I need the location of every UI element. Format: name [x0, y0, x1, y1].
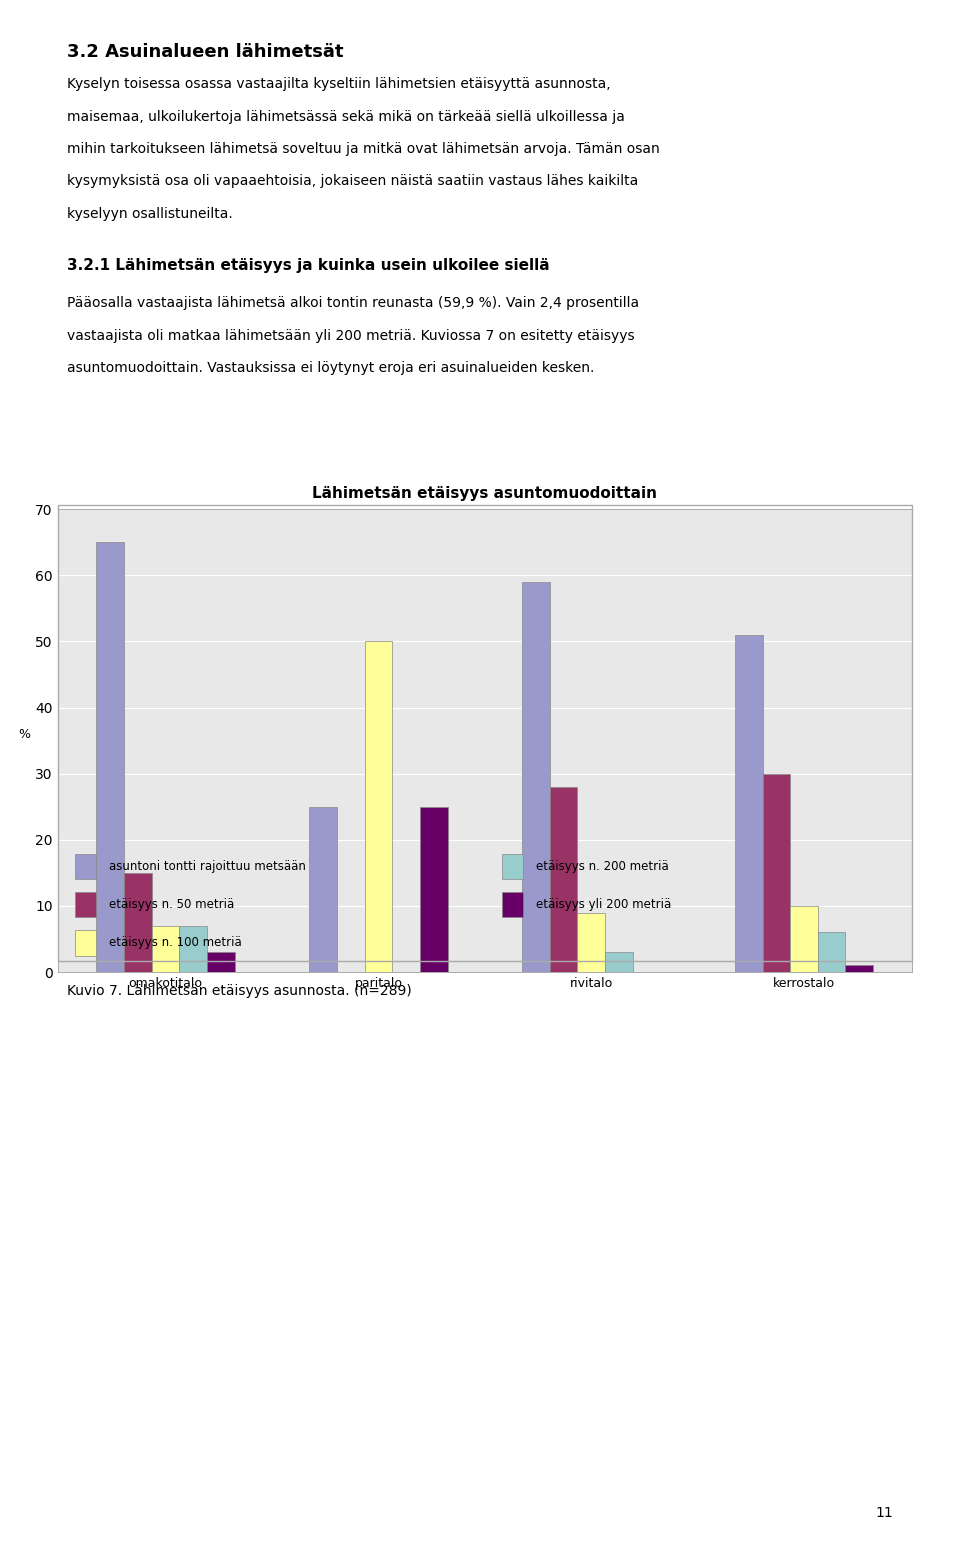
- FancyBboxPatch shape: [502, 853, 523, 880]
- Text: 3.2.1 Lähimetsän etäisyys ja kuinka usein ulkoilee siellä: 3.2.1 Lähimetsän etäisyys ja kuinka usei…: [67, 258, 550, 273]
- Bar: [365, 642, 393, 972]
- Bar: [734, 634, 762, 972]
- Bar: [790, 906, 818, 972]
- FancyBboxPatch shape: [502, 892, 523, 918]
- Bar: [550, 787, 577, 972]
- Bar: [605, 952, 633, 972]
- Bar: [762, 773, 790, 972]
- Bar: [152, 926, 180, 972]
- Bar: [180, 926, 207, 972]
- FancyBboxPatch shape: [75, 892, 96, 918]
- Text: kysymyksistä osa oli vapaaehtoisia, jokaiseen näistä saatiin vastaus lähes kaiki: kysymyksistä osa oli vapaaehtoisia, joka…: [67, 174, 638, 188]
- Bar: [420, 807, 447, 972]
- Text: Kyselyn toisessa osassa vastaajilta kyseltiin lähimetsien etäisyyttä asunnosta,: Kyselyn toisessa osassa vastaajilta kyse…: [67, 77, 611, 91]
- Text: vastaajista oli matkaa lähimetsään yli 200 metriä. Kuviossa 7 on esitetty etäisy: vastaajista oli matkaa lähimetsään yli 2…: [67, 329, 635, 343]
- Text: etäisyys n. 50 metriä: etäisyys n. 50 metriä: [108, 898, 234, 910]
- FancyBboxPatch shape: [75, 930, 96, 955]
- Title: Lähimetsän etäisyys asuntomuodoittain: Lähimetsän etäisyys asuntomuodoittain: [312, 486, 658, 501]
- Bar: [846, 966, 874, 972]
- Text: asuntomuodoittain. Vastauksissa ei löytynyt eroja eri asuinalueiden kesken.: asuntomuodoittain. Vastauksissa ei löyty…: [67, 361, 594, 375]
- FancyBboxPatch shape: [75, 853, 96, 880]
- Bar: [124, 873, 152, 972]
- Text: etäisyys n. 200 metriä: etäisyys n. 200 metriä: [536, 859, 669, 873]
- Text: Pääosalla vastaajista lähimetsä alkoi tontin reunasta (59,9 %). Vain 2,4 prosent: Pääosalla vastaajista lähimetsä alkoi to…: [67, 296, 639, 310]
- Text: kyselyyn osallistuneilta.: kyselyyn osallistuneilta.: [67, 207, 233, 221]
- Text: asuntoni tontti rajoittuu metsään: asuntoni tontti rajoittuu metsään: [108, 859, 305, 873]
- Text: etäisyys yli 200 metriä: etäisyys yli 200 metriä: [536, 898, 671, 910]
- Y-axis label: %: %: [18, 728, 30, 741]
- Bar: [818, 932, 846, 972]
- Bar: [577, 912, 605, 972]
- Bar: [522, 582, 550, 972]
- Text: Kuvio 7. Lähimetsän etäisyys asunnosta. (n=289): Kuvio 7. Lähimetsän etäisyys asunnosta. …: [67, 984, 412, 998]
- Bar: [96, 542, 124, 972]
- Text: mihin tarkoitukseen lähimetsä soveltuu ja mitkä ovat lähimetsän arvoja. Tämän os: mihin tarkoitukseen lähimetsä soveltuu j…: [67, 142, 660, 156]
- Text: etäisyys n. 100 metriä: etäisyys n. 100 metriä: [108, 937, 242, 949]
- Bar: [309, 807, 337, 972]
- Text: maisemaa, ulkoilukertoja lähimetsässä sekä mikä on tärkeää siellä ulkoillessa ja: maisemaa, ulkoilukertoja lähimetsässä se…: [67, 110, 625, 123]
- Bar: [207, 952, 235, 972]
- Text: 11: 11: [876, 1506, 893, 1520]
- Text: 3.2 Asuinalueen lähimetsät: 3.2 Asuinalueen lähimetsät: [67, 43, 344, 62]
